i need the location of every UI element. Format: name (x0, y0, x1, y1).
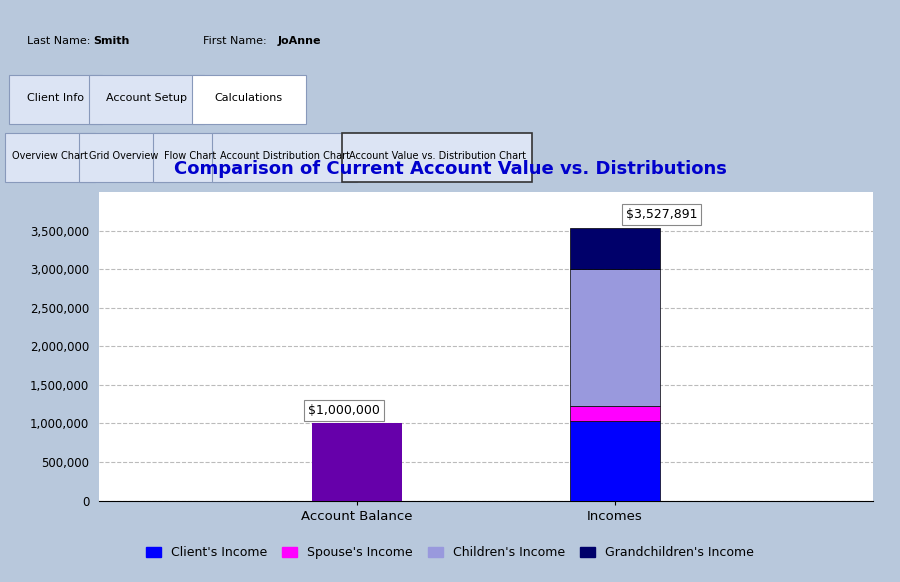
Text: Grid Overview: Grid Overview (89, 151, 158, 161)
Bar (312, 424, 402, 501)
Bar (570, 406, 660, 421)
Text: Calculations: Calculations (215, 93, 283, 103)
Text: Overview Chart: Overview Chart (12, 151, 87, 161)
FancyBboxPatch shape (153, 133, 228, 182)
Text: Smith: Smith (93, 36, 130, 46)
Text: Account Value vs. Distribution Chart: Account Value vs. Distribution Chart (348, 151, 526, 161)
Text: Comparison of Current Account Value vs. Distributions: Comparison of Current Account Value vs. … (174, 159, 726, 178)
Text: JoAnne: JoAnne (278, 36, 321, 46)
Legend: Client's Income, Spouse's Income, Children's Income, Grandchildren's Income: Client's Income, Spouse's Income, Childr… (141, 541, 759, 564)
Bar (570, 229, 660, 269)
Bar (570, 269, 660, 406)
Text: Account Setup: Account Setup (106, 93, 187, 103)
Text: Client Info: Client Info (27, 93, 84, 103)
FancyBboxPatch shape (212, 133, 357, 182)
FancyBboxPatch shape (89, 75, 204, 124)
FancyBboxPatch shape (192, 75, 306, 124)
Text: Flow Chart: Flow Chart (164, 151, 216, 161)
Text: $1,000,000: $1,000,000 (308, 404, 380, 417)
Bar (570, 421, 660, 501)
Text: Last Name:: Last Name: (27, 36, 94, 46)
Text: $3,527,891: $3,527,891 (626, 208, 698, 221)
Text: Account Distribution Chart: Account Distribution Chart (220, 151, 349, 161)
FancyBboxPatch shape (78, 133, 168, 182)
FancyBboxPatch shape (342, 133, 532, 182)
FancyBboxPatch shape (9, 75, 102, 124)
FancyBboxPatch shape (4, 133, 94, 182)
Text: First Name:: First Name: (203, 36, 270, 46)
